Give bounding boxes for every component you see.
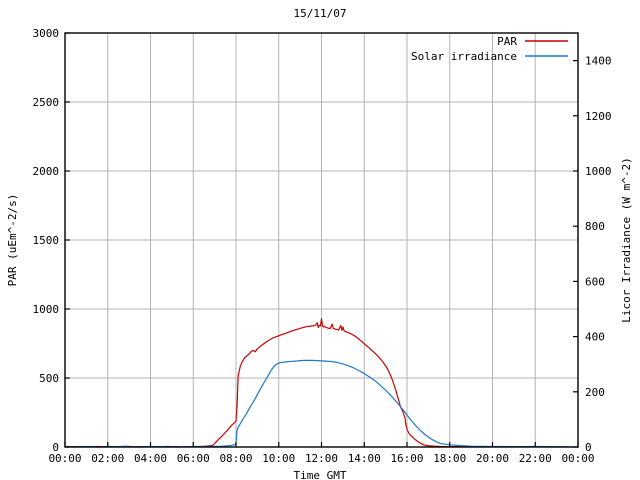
x-tick-label: 10:00 [262, 452, 295, 465]
y2-tick-label: 1000 [585, 165, 612, 178]
series-line-par [64, 318, 558, 448]
y2-tick-label: 200 [585, 386, 605, 399]
x-tick-label: 08:00 [219, 452, 252, 465]
x-tick-label: 22:00 [519, 452, 552, 465]
x-tick-label: 12:00 [305, 452, 338, 465]
y-tick-label: 0 [52, 441, 59, 454]
x-tick-label: 06:00 [177, 452, 210, 465]
x-tick-label: 18:00 [433, 452, 466, 465]
y2-tick-label: 400 [585, 331, 605, 344]
y-axis-title: PAR (uEm^-2/s) [6, 194, 19, 287]
x-tick-label: 16:00 [390, 452, 423, 465]
y2-tick-label: 0 [585, 441, 592, 454]
y-tick-label: 500 [39, 372, 59, 385]
x-tick-label: 00:00 [561, 452, 594, 465]
y-tick-label: 1500 [33, 234, 60, 247]
x-tick-label: 14:00 [348, 452, 381, 465]
y2-axis-title: Licor Irradiance (W m^-2) [620, 157, 633, 323]
legend-label: PAR [497, 35, 517, 48]
y-tick-label: 1000 [33, 303, 60, 316]
gridlines [65, 33, 578, 447]
x-axis-title: Time GMT [294, 469, 347, 480]
x-tick-label: 02:00 [91, 452, 124, 465]
x-tick-label: 04:00 [134, 452, 167, 465]
x-tick-label: 20:00 [476, 452, 509, 465]
y-tick-label: 2500 [33, 96, 60, 109]
y-tick-label: 3000 [33, 27, 60, 40]
y2-tick-label: 1200 [585, 110, 612, 123]
y2-tick-label: 600 [585, 275, 605, 288]
y-tick-label: 2000 [33, 165, 60, 178]
chart-title: 15/11/07 [294, 7, 347, 20]
legend-label: Solar irradiance [411, 50, 517, 63]
y2-tick-label: 800 [585, 220, 605, 233]
x-tick-label: 00:00 [48, 452, 81, 465]
y2-tick-label: 1400 [585, 55, 612, 68]
